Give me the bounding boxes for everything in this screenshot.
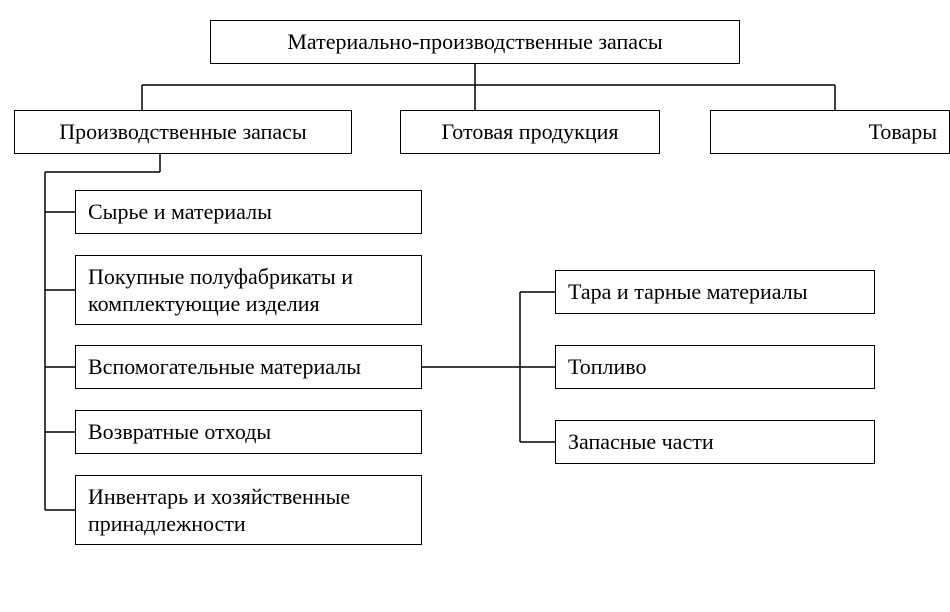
node-label: Товары [869, 118, 937, 146]
node-fuel: Топливо [555, 345, 875, 389]
node-returnable-waste: Возвратные отходы [75, 410, 422, 454]
node-label: Готовая продукция [442, 118, 619, 146]
node-production-stocks: Производственные запасы [14, 110, 352, 154]
node-label: Производственные запасы [59, 118, 306, 146]
node-root: Материально-производственные запасы [210, 20, 740, 64]
node-label: Покупные полуфабрикаты и комплектующие и… [88, 263, 409, 318]
node-label: Топливо [568, 353, 647, 381]
node-semi-finished: Покупные полуфабрикаты и комплектующие и… [75, 255, 422, 325]
node-finished-goods: Готовая продукция [400, 110, 660, 154]
node-label: Возвратные отходы [88, 418, 271, 446]
node-raw-materials: Сырье и материалы [75, 190, 422, 234]
node-label: Инвентарь и хозяйственные принадлежности [88, 483, 409, 538]
node-label: Сырье и материалы [88, 198, 272, 226]
node-label: Запасные части [568, 428, 714, 456]
node-packaging: Тара и тарные материалы [555, 270, 875, 314]
node-auxiliary-materials: Вспомогательные материалы [75, 345, 422, 389]
node-spare-parts: Запасные части [555, 420, 875, 464]
node-goods: Товары [710, 110, 950, 154]
node-label: Тара и тарные материалы [568, 278, 808, 306]
node-label: Вспомогательные материалы [88, 353, 361, 381]
node-label: Материально-производственные запасы [287, 28, 662, 56]
node-inventory-supplies: Инвентарь и хозяйственные принадлежности [75, 475, 422, 545]
